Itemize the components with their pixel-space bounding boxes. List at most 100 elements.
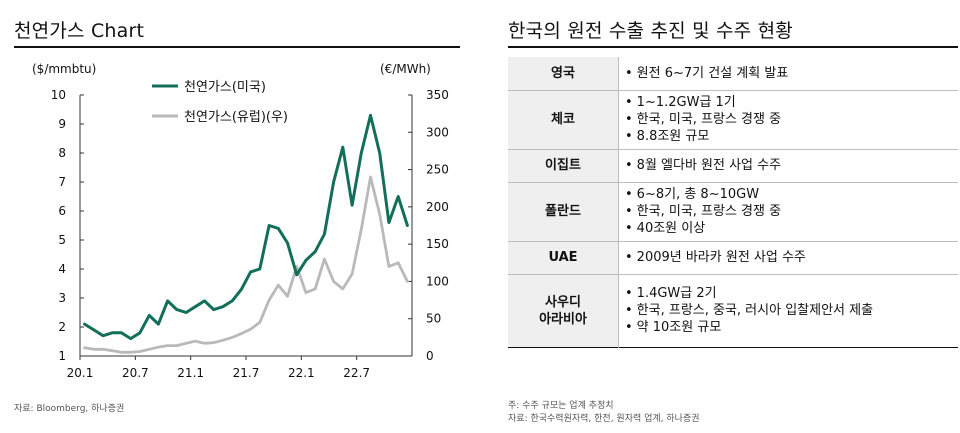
table-source: 자료: 한국수력원자력, 한전, 원자력 업계, 하나증권 <box>508 414 700 424</box>
bullet-item: 1.4GW급 2기 <box>625 285 958 302</box>
point-eu <box>341 287 344 291</box>
bullet-item: 6~8기, 총 8~10GW <box>625 186 958 203</box>
table-panel-title: 한국의 원전 수출 추진 및 수주 현황 <box>508 20 793 42</box>
bullet-item: 약 10조원 규모 <box>625 319 958 336</box>
point-us <box>166 299 169 303</box>
y-tick-left: 2 <box>58 320 66 334</box>
bullet-item: 한국, 미국, 프랑스 경쟁 중 <box>625 203 958 220</box>
point-eu <box>350 272 354 276</box>
point-eu <box>101 348 105 351</box>
point-us <box>120 331 123 334</box>
point-us <box>314 250 317 253</box>
point-us <box>92 328 96 332</box>
point-us <box>157 322 160 326</box>
y-tick-right: 350 <box>426 88 449 102</box>
country-name: 이집트 <box>545 158 581 173</box>
point-us <box>258 267 261 271</box>
point-eu <box>286 295 289 298</box>
point-us <box>111 331 114 334</box>
x-tick-label: 22.7 <box>343 366 370 380</box>
series-line-us <box>83 113 409 341</box>
y-tick-left: 5 <box>58 233 66 247</box>
y-tick-right: 100 <box>426 274 449 288</box>
y-tick-left: 8 <box>58 146 66 160</box>
point-eu <box>138 350 142 353</box>
point-eu <box>314 287 317 291</box>
bullet-item: 2009년 바라카 원전 사업 수주 <box>625 249 958 266</box>
point-eu <box>129 351 132 354</box>
left-axis-unit: ($/mmbtu) <box>32 62 96 76</box>
items-cell: 원전 6~7기 건설 계획 발표 <box>619 57 959 90</box>
chart-source: 자료: Bloomberg, 하나증권 <box>14 404 125 414</box>
point-us <box>369 114 372 117</box>
country-cell: 이집트 <box>508 149 619 182</box>
bullet-item: 8.8조원 규모 <box>625 128 958 145</box>
point-us <box>212 308 215 311</box>
point-eu <box>406 280 409 283</box>
bullet-item: 한국, 미국, 프랑스 경쟁 중 <box>625 111 958 128</box>
point-us <box>360 151 363 155</box>
point-eu <box>397 261 400 264</box>
country-name: 영국 <box>551 65 575 81</box>
point-us <box>194 305 197 308</box>
y-tick-left: 4 <box>58 262 66 276</box>
table-row: 폴란드 6~8기, 총 8~10GW한국, 미국, 프랑스 경쟁 중40조원 이상 <box>508 182 958 241</box>
point-us <box>240 288 243 291</box>
point-eu <box>387 265 391 268</box>
point-eu <box>194 339 197 343</box>
country-cell: 체코 <box>508 90 619 149</box>
point-us <box>323 233 326 236</box>
point-eu <box>120 351 123 354</box>
table-title-rule <box>508 46 958 48</box>
table-row: 사우디아라비아1.4GW급 2기한국, 프랑스, 중국, 러시아 입찰제안서 제… <box>508 274 958 347</box>
y-tick-right: 50 <box>426 312 441 326</box>
x-tick-label: 21.7 <box>233 366 260 380</box>
point-eu <box>231 336 234 339</box>
bullet-item: 1~1.2GW급 1기 <box>625 94 958 111</box>
point-eu <box>184 342 188 345</box>
country-cell: UAE <box>508 241 619 274</box>
point-us <box>175 308 178 311</box>
point-us <box>350 204 354 207</box>
x-tick-label: 20.1 <box>67 366 94 380</box>
country-name: UAE <box>548 250 578 265</box>
table-row: 이집트 8월 엘다바 원전 사업 수주 <box>508 149 958 182</box>
point-eu <box>258 321 261 324</box>
point-eu <box>369 175 372 179</box>
y-tick-left: 9 <box>58 117 66 131</box>
country-cell: 폴란드 <box>508 182 619 241</box>
point-us <box>332 180 335 184</box>
point-us <box>138 331 142 334</box>
y-tick-left: 10 <box>51 88 66 102</box>
point-us <box>101 334 105 337</box>
items-cell: 2009년 바라카 원전 사업 수주 <box>619 241 959 274</box>
items-cell: 6~8기, 총 8~10GW한국, 미국, 프랑스 경쟁 중40조원 이상 <box>619 182 959 241</box>
x-tick-label: 22.1 <box>288 366 315 380</box>
x-tick-label: 20.7 <box>122 366 149 380</box>
bullet-item: 원전 6~7기 건설 계획 발표 <box>625 65 958 82</box>
point-eu <box>175 344 178 347</box>
y-tick-right: 200 <box>426 200 449 214</box>
y-tick-left: 7 <box>58 175 66 189</box>
point-eu <box>360 228 363 231</box>
bullet-item: 40조원 이상 <box>625 220 958 237</box>
point-eu <box>111 349 114 352</box>
point-eu <box>277 284 280 287</box>
country-name: 사우디 <box>545 294 581 310</box>
right-axis-unit: (€/MWh) <box>380 62 431 76</box>
point-us <box>378 151 381 155</box>
point-us <box>341 146 344 149</box>
bullet-item: 8월 엘다바 원전 사업 수주 <box>625 157 958 174</box>
point-us <box>406 224 409 227</box>
point-eu <box>267 298 271 302</box>
point-eu <box>83 346 86 349</box>
point-us <box>277 227 280 230</box>
table-row: UAE 2009년 바라카 원전 사업 수주 <box>508 241 958 274</box>
y-tick-right: 300 <box>426 125 449 139</box>
y-tick-left: 1 <box>58 349 66 363</box>
items-cell: 1~1.2GW급 1기한국, 미국, 프랑스 경쟁 중8.8조원 규모 <box>619 90 959 149</box>
point-us <box>148 314 151 317</box>
point-us <box>286 241 289 245</box>
country-cell: 영국 <box>508 57 619 90</box>
